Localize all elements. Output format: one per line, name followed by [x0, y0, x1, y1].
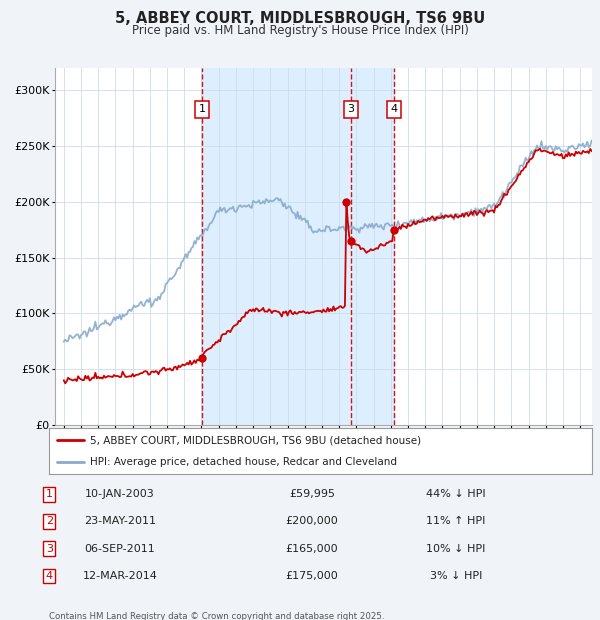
Text: 1: 1 — [199, 104, 206, 115]
Text: £165,000: £165,000 — [286, 544, 338, 554]
Text: £59,995: £59,995 — [289, 489, 335, 499]
Text: 3% ↓ HPI: 3% ↓ HPI — [430, 571, 482, 581]
Text: £175,000: £175,000 — [286, 571, 338, 581]
Text: 3: 3 — [46, 544, 53, 554]
Text: 4: 4 — [46, 571, 53, 581]
Text: HPI: Average price, detached house, Redcar and Cleveland: HPI: Average price, detached house, Redc… — [90, 457, 397, 467]
Text: 12-MAR-2014: 12-MAR-2014 — [83, 571, 157, 581]
Text: 06-SEP-2011: 06-SEP-2011 — [85, 544, 155, 554]
Text: 10-JAN-2003: 10-JAN-2003 — [85, 489, 155, 499]
Text: 5, ABBEY COURT, MIDDLESBROUGH, TS6 9BU: 5, ABBEY COURT, MIDDLESBROUGH, TS6 9BU — [115, 11, 485, 26]
Text: 4: 4 — [391, 104, 398, 115]
Text: 5, ABBEY COURT, MIDDLESBROUGH, TS6 9BU (detached house): 5, ABBEY COURT, MIDDLESBROUGH, TS6 9BU (… — [90, 435, 421, 445]
Text: 3: 3 — [347, 104, 355, 115]
Text: 23-MAY-2011: 23-MAY-2011 — [84, 516, 156, 526]
Text: £200,000: £200,000 — [286, 516, 338, 526]
Text: Contains HM Land Registry data © Crown copyright and database right 2025.
This d: Contains HM Land Registry data © Crown c… — [49, 612, 385, 620]
Text: Price paid vs. HM Land Registry's House Price Index (HPI): Price paid vs. HM Land Registry's House … — [131, 24, 469, 37]
Text: 2: 2 — [46, 516, 53, 526]
Text: 1: 1 — [46, 489, 53, 499]
Text: 44% ↓ HPI: 44% ↓ HPI — [426, 489, 486, 499]
Text: 11% ↑ HPI: 11% ↑ HPI — [427, 516, 485, 526]
Bar — [202, 68, 394, 425]
Text: 10% ↓ HPI: 10% ↓ HPI — [427, 544, 485, 554]
